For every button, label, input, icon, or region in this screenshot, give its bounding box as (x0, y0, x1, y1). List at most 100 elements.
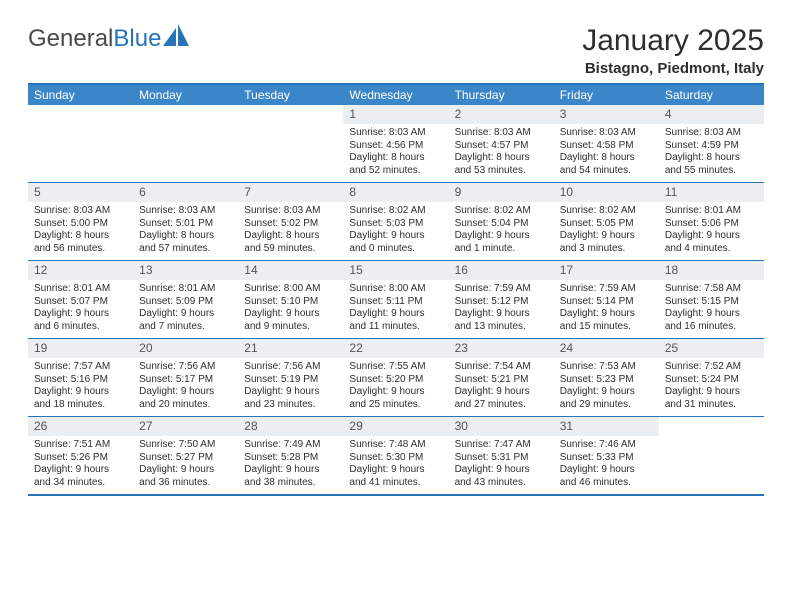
day-cell: 21Sunrise: 7:56 AMSunset: 5:19 PMDayligh… (238, 339, 343, 416)
sunrise-line: Sunrise: 7:51 AM (34, 439, 127, 452)
day-number: 4 (659, 105, 764, 124)
day-cell: 5Sunrise: 8:03 AMSunset: 5:00 PMDaylight… (28, 183, 133, 260)
sunset-line: Sunset: 4:58 PM (560, 140, 653, 153)
day-cell: 2Sunrise: 8:03 AMSunset: 4:57 PMDaylight… (449, 105, 554, 182)
day-number: 18 (659, 261, 764, 280)
sunrise-line: Sunrise: 8:03 AM (560, 127, 653, 140)
empty-cell (238, 105, 343, 182)
day-cell: 22Sunrise: 7:55 AMSunset: 5:20 PMDayligh… (343, 339, 448, 416)
day-details: Sunrise: 7:55 AMSunset: 5:20 PMDaylight:… (343, 358, 448, 416)
day1-line: Daylight: 9 hours (455, 464, 548, 477)
day1-line: Daylight: 9 hours (560, 464, 653, 477)
day2-line: and 43 minutes. (455, 477, 548, 490)
day-number: 16 (449, 261, 554, 280)
sunset-line: Sunset: 5:07 PM (34, 296, 127, 309)
sunrise-line: Sunrise: 7:55 AM (349, 361, 442, 374)
sunrise-line: Sunrise: 7:59 AM (560, 283, 653, 296)
day-cell: 19Sunrise: 7:57 AMSunset: 5:16 PMDayligh… (28, 339, 133, 416)
sunrise-line: Sunrise: 7:57 AM (34, 361, 127, 374)
day-header: Friday (554, 85, 659, 105)
day-cell: 23Sunrise: 7:54 AMSunset: 5:21 PMDayligh… (449, 339, 554, 416)
sunrise-line: Sunrise: 8:03 AM (139, 205, 232, 218)
day-number: 20 (133, 339, 238, 358)
day-cell: 31Sunrise: 7:46 AMSunset: 5:33 PMDayligh… (554, 417, 659, 494)
day-number: 2 (449, 105, 554, 124)
sunrise-line: Sunrise: 7:56 AM (244, 361, 337, 374)
day2-line: and 59 minutes. (244, 243, 337, 256)
sunset-line: Sunset: 5:16 PM (34, 374, 127, 387)
sunrise-line: Sunrise: 7:56 AM (139, 361, 232, 374)
day-cell: 24Sunrise: 7:53 AMSunset: 5:23 PMDayligh… (554, 339, 659, 416)
day2-line: and 18 minutes. (34, 399, 127, 412)
day1-line: Daylight: 9 hours (455, 230, 548, 243)
day-details: Sunrise: 8:03 AMSunset: 4:58 PMDaylight:… (554, 124, 659, 182)
day-header: Wednesday (343, 85, 448, 105)
title-block: January 2025 Bistagno, Piedmont, Italy (582, 24, 764, 77)
sunrise-line: Sunrise: 8:02 AM (560, 205, 653, 218)
sunset-line: Sunset: 5:10 PM (244, 296, 337, 309)
day-number: 25 (659, 339, 764, 358)
sunset-line: Sunset: 5:06 PM (665, 218, 758, 231)
day-details: Sunrise: 7:52 AMSunset: 5:24 PMDaylight:… (659, 358, 764, 416)
day-cell: 28Sunrise: 7:49 AMSunset: 5:28 PMDayligh… (238, 417, 343, 494)
sunset-line: Sunset: 5:12 PM (455, 296, 548, 309)
day-number: 19 (28, 339, 133, 358)
sunrise-line: Sunrise: 8:02 AM (349, 205, 442, 218)
day2-line: and 25 minutes. (349, 399, 442, 412)
day-details: Sunrise: 8:03 AMSunset: 5:01 PMDaylight:… (133, 202, 238, 260)
sunrise-line: Sunrise: 8:03 AM (349, 127, 442, 140)
day-number: 9 (449, 183, 554, 202)
day-details: Sunrise: 7:50 AMSunset: 5:27 PMDaylight:… (133, 436, 238, 494)
sunrise-line: Sunrise: 8:00 AM (244, 283, 337, 296)
day1-line: Daylight: 9 hours (665, 308, 758, 321)
day-header: Thursday (449, 85, 554, 105)
day-cell: 12Sunrise: 8:01 AMSunset: 5:07 PMDayligh… (28, 261, 133, 338)
day2-line: and 1 minute. (455, 243, 548, 256)
day-cell: 8Sunrise: 8:02 AMSunset: 5:03 PMDaylight… (343, 183, 448, 260)
day1-line: Daylight: 9 hours (244, 386, 337, 399)
day1-line: Daylight: 8 hours (665, 152, 758, 165)
day-header: Sunday (28, 85, 133, 105)
sunrise-line: Sunrise: 8:03 AM (665, 127, 758, 140)
day-details: Sunrise: 7:49 AMSunset: 5:28 PMDaylight:… (238, 436, 343, 494)
day2-line: and 52 minutes. (349, 165, 442, 178)
day-header-row: SundayMondayTuesdayWednesdayThursdayFrid… (28, 85, 764, 105)
day-details: Sunrise: 8:02 AMSunset: 5:04 PMDaylight:… (449, 202, 554, 260)
sunset-line: Sunset: 4:56 PM (349, 140, 442, 153)
day1-line: Daylight: 9 hours (560, 230, 653, 243)
day-cell: 25Sunrise: 7:52 AMSunset: 5:24 PMDayligh… (659, 339, 764, 416)
day2-line: and 0 minutes. (349, 243, 442, 256)
day-details: Sunrise: 8:03 AMSunset: 5:02 PMDaylight:… (238, 202, 343, 260)
day-number: 14 (238, 261, 343, 280)
day-number: 22 (343, 339, 448, 358)
day-cell: 20Sunrise: 7:56 AMSunset: 5:17 PMDayligh… (133, 339, 238, 416)
logo-sail-icon (163, 24, 189, 53)
day-cell: 26Sunrise: 7:51 AMSunset: 5:26 PMDayligh… (28, 417, 133, 494)
day-number: 13 (133, 261, 238, 280)
day2-line: and 36 minutes. (139, 477, 232, 490)
day1-line: Daylight: 9 hours (560, 308, 653, 321)
day-cell: 14Sunrise: 8:00 AMSunset: 5:10 PMDayligh… (238, 261, 343, 338)
day-number: 24 (554, 339, 659, 358)
day1-line: Daylight: 9 hours (139, 308, 232, 321)
sunset-line: Sunset: 5:23 PM (560, 374, 653, 387)
day2-line: and 23 minutes. (244, 399, 337, 412)
day2-line: and 46 minutes. (560, 477, 653, 490)
day1-line: Daylight: 9 hours (455, 386, 548, 399)
day-number: 21 (238, 339, 343, 358)
sunrise-line: Sunrise: 8:00 AM (349, 283, 442, 296)
day-number: 29 (343, 417, 448, 436)
day-header: Tuesday (238, 85, 343, 105)
day2-line: and 3 minutes. (560, 243, 653, 256)
day-number: 15 (343, 261, 448, 280)
day-number: 11 (659, 183, 764, 202)
day2-line: and 57 minutes. (139, 243, 232, 256)
sunrise-line: Sunrise: 7:48 AM (349, 439, 442, 452)
sunrise-line: Sunrise: 8:03 AM (455, 127, 548, 140)
day2-line: and 54 minutes. (560, 165, 653, 178)
sunrise-line: Sunrise: 8:03 AM (244, 205, 337, 218)
sunrise-line: Sunrise: 8:03 AM (34, 205, 127, 218)
day1-line: Daylight: 9 hours (244, 464, 337, 477)
sunrise-line: Sunrise: 7:46 AM (560, 439, 653, 452)
sunrise-line: Sunrise: 8:02 AM (455, 205, 548, 218)
